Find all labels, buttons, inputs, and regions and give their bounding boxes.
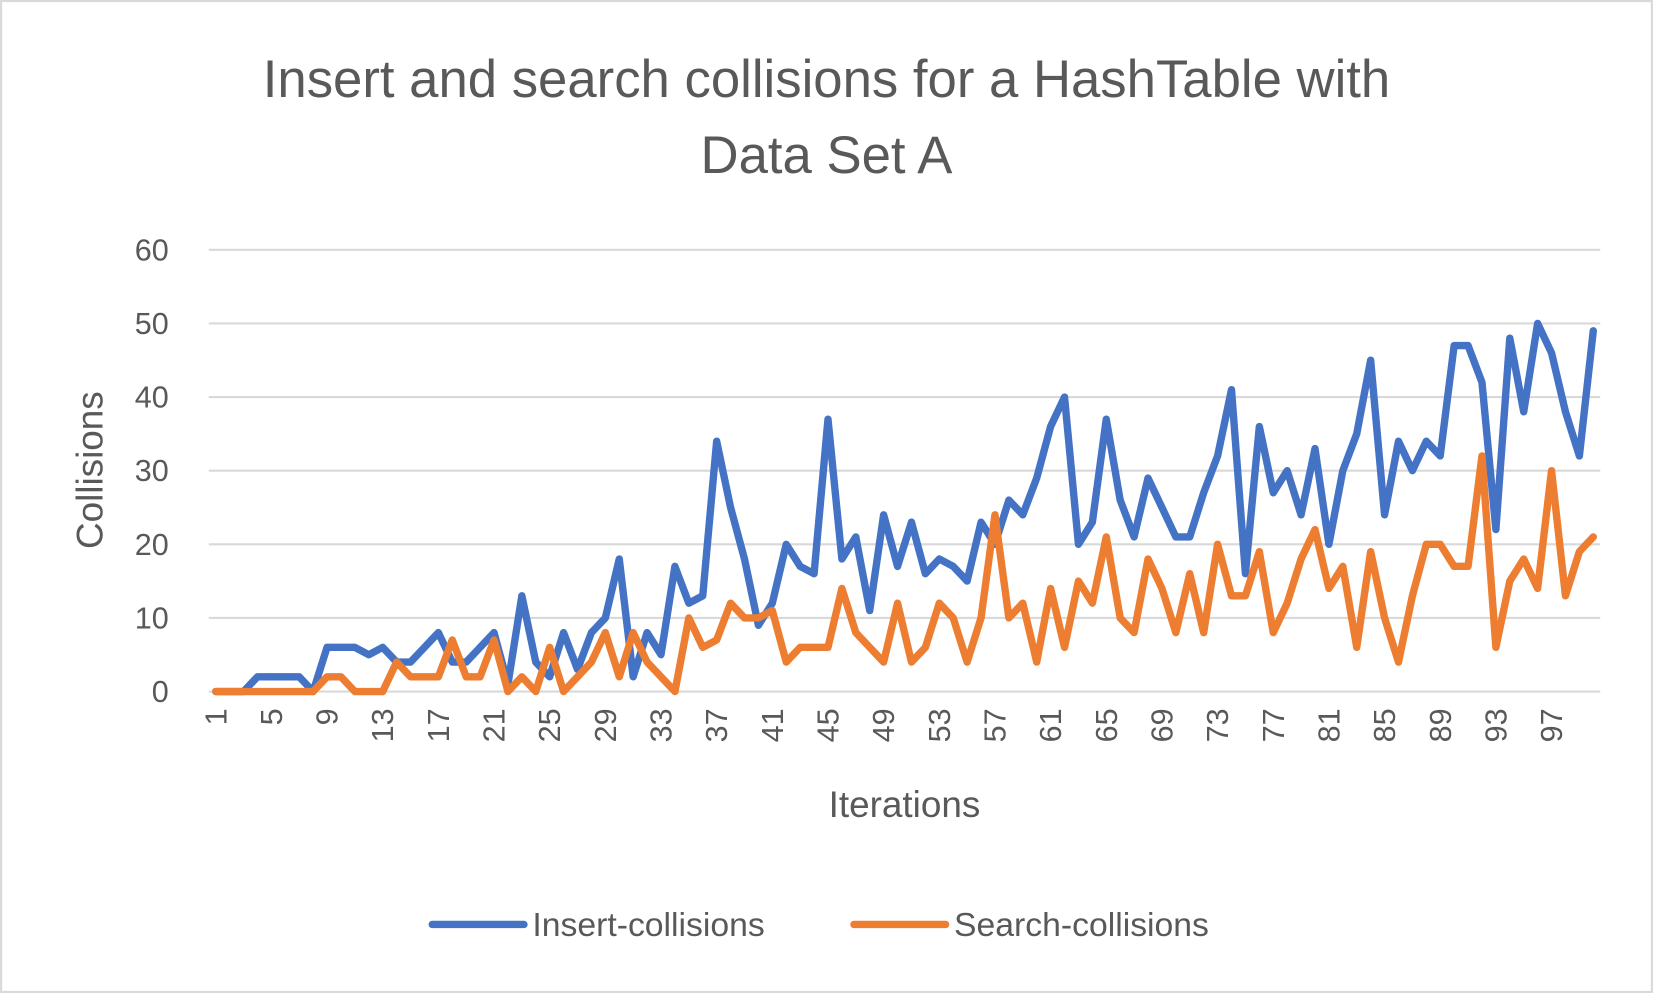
- y-tick-label: 0: [152, 675, 169, 709]
- x-tick-label: 33: [645, 708, 679, 742]
- y-tick-label: 50: [135, 307, 169, 341]
- x-tick-label: 13: [366, 708, 400, 742]
- x-tick-label: 97: [1535, 708, 1569, 742]
- x-tick-label: 93: [1479, 708, 1513, 742]
- x-tick-label: 53: [923, 708, 957, 742]
- x-tick-label: 85: [1368, 708, 1402, 742]
- x-tick-label: 65: [1090, 708, 1124, 742]
- x-tick-label: 21: [478, 708, 512, 742]
- x-tick-label: 49: [867, 708, 901, 742]
- x-tick-label: 5: [255, 708, 289, 725]
- chart-title: Data Set A: [701, 126, 954, 185]
- y-tick-label: 40: [135, 381, 169, 415]
- x-axis-label: Iterations: [829, 784, 981, 825]
- x-tick-label: 69: [1145, 708, 1179, 742]
- y-tick-label: 20: [135, 528, 169, 562]
- chart-title: Insert and search collisions for a HashT…: [263, 50, 1390, 109]
- x-tick-label: 25: [533, 708, 567, 742]
- legend-label: Insert-collisions: [532, 906, 764, 944]
- y-tick-label: 30: [135, 454, 169, 488]
- x-tick-label: 41: [756, 708, 790, 742]
- x-tick-label: 81: [1312, 708, 1346, 742]
- x-tick-label: 37: [700, 708, 734, 742]
- x-tick-label: 1: [199, 708, 233, 725]
- x-tick-label: 45: [812, 708, 846, 742]
- x-tick-label: 89: [1424, 708, 1458, 742]
- legend: Insert-collisions Search-collisions: [428, 906, 1209, 944]
- legend-label: Search-collisions: [954, 906, 1209, 944]
- y-tick-label: 10: [135, 601, 169, 635]
- x-tick-label: 77: [1257, 708, 1291, 742]
- series-line: [212, 319, 1597, 696]
- plot-area: 0 10 20 30 40 50 60 1 5 9 13 17 21 25 29 33 37 41 45 49 53 57…: [135, 233, 1601, 742]
- x-tick-label: 61: [1034, 708, 1068, 742]
- x-tick-label: 9: [311, 708, 345, 725]
- x-tick-label: 29: [589, 708, 623, 742]
- x-tick-label: 57: [978, 708, 1012, 742]
- x-tick-label: 17: [422, 708, 456, 742]
- y-tick-label: 60: [135, 233, 169, 267]
- series-line: [212, 452, 1597, 696]
- x-tick-label: 73: [1201, 708, 1235, 742]
- y-axis-label: Collisions: [69, 391, 110, 549]
